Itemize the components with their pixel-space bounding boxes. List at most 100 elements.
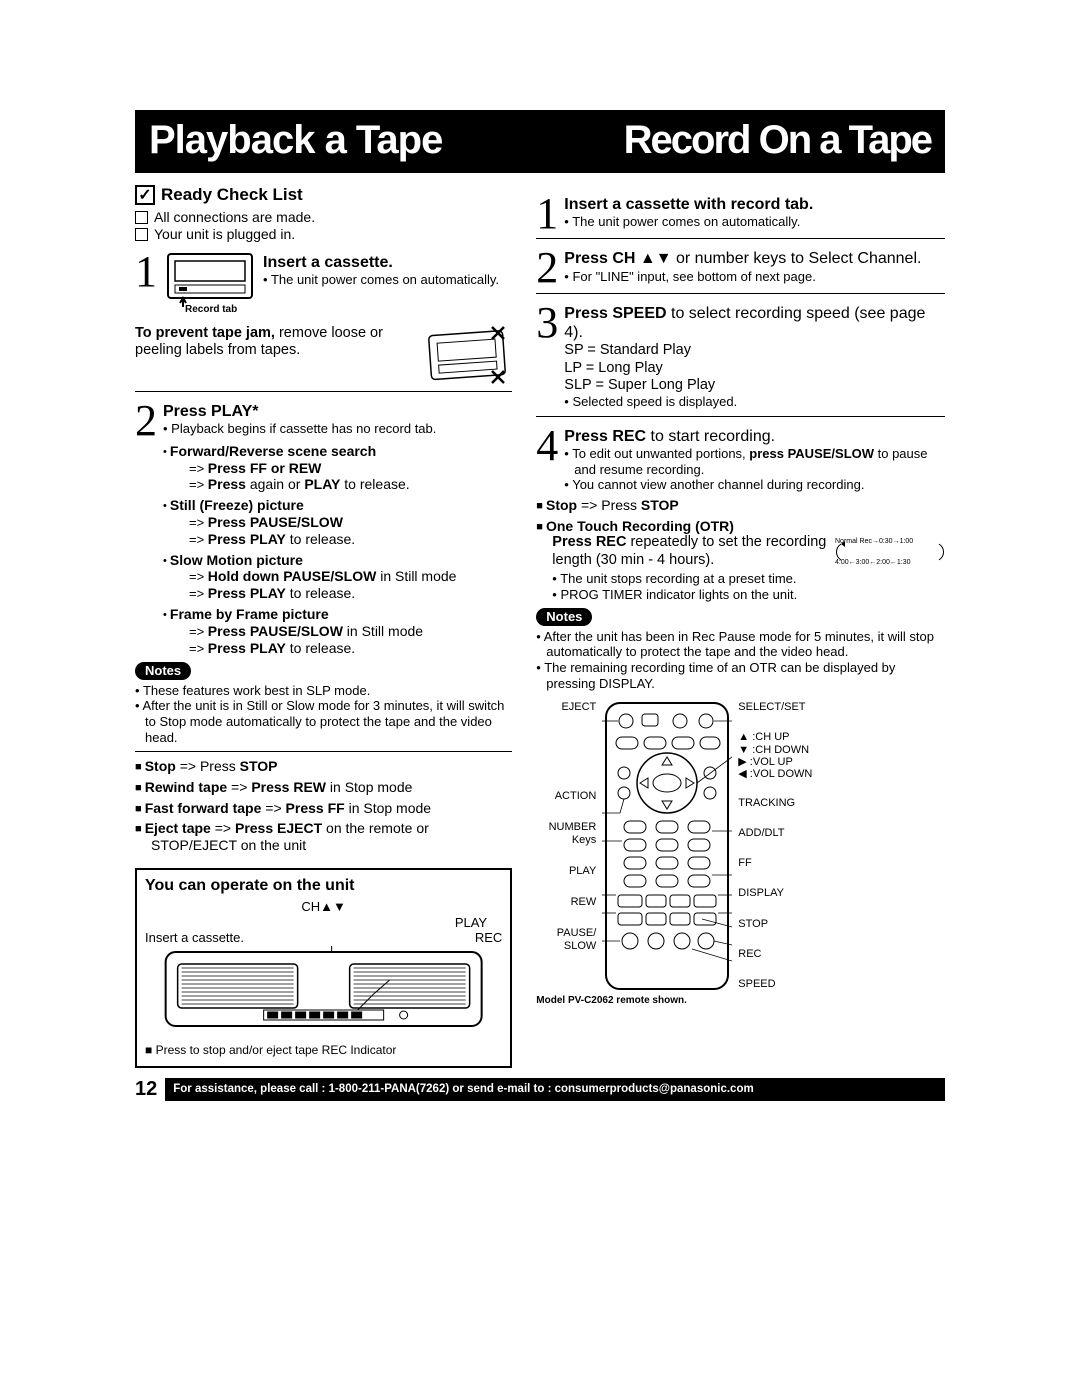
otr-heading: One Touch Recording (OTR): [536, 518, 945, 535]
right-step-4: 4 Press REC to start recording. To edit …: [536, 427, 945, 493]
note-item: The remaining recording time of an OTR c…: [536, 660, 945, 691]
control-item: Fast forward tape => Press FF in Stop mo…: [135, 800, 512, 817]
otr-cycle-icon: Normal Rec→0:30→1:00 4:00←3:00←2:00←1:30: [835, 534, 945, 568]
stop-otr-list: Stop => Press STOP One Touch Recording (…: [536, 497, 945, 535]
cassette-x-icon: [426, 325, 512, 385]
page-number: 12: [135, 1078, 157, 1101]
feature-item: Slow Motion picture Hold down PAUSE/SLOW…: [163, 552, 512, 602]
svg-text:4:00←3:00←2:00←1:30: 4:00←3:00←2:00←1:30: [835, 559, 911, 566]
remote-label: PAUSE/ SLOW: [536, 927, 596, 953]
otr-bullet: PROG TIMER indicator lights on the unit.: [552, 587, 945, 603]
control-item: Rewind tape => Press REW in Stop mode: [135, 779, 512, 796]
checkbox-icon: [135, 211, 148, 224]
divider: [536, 293, 945, 294]
right-step-1: 1 Insert a cassette with record tab. The…: [536, 195, 945, 232]
operate-rec: REC: [455, 930, 502, 946]
remote-label: FF: [738, 857, 818, 870]
control-item: Stop => Press STOP: [135, 758, 512, 775]
step-title: Press PLAY*: [163, 402, 512, 421]
remote-label: ACTION: [536, 790, 596, 803]
checklist-text: All connections are made.: [154, 209, 315, 226]
otr-bullet: The unit stops recording at a preset tim…: [552, 571, 945, 587]
feature-item: Frame by Frame picture Press PAUSE/SLOW …: [163, 606, 512, 656]
tape-jam-block: To prevent tape jam, remove loose or pee…: [135, 325, 512, 385]
jam-title: To prevent tape jam,: [135, 325, 275, 341]
title-bar: Playback a Tape Record On a Tape: [135, 110, 945, 173]
step-title: Insert a cassette with record tab.: [564, 195, 945, 214]
remote-label: ▶ :VOL UP: [738, 756, 818, 768]
controls-list: Stop => Press STOP Rewind tape => Press …: [135, 758, 512, 854]
ch-label: CH▲▼: [145, 899, 502, 915]
remote-diagram: EJECT ACTION NUMBER Keys PLAY REW PAUSE/…: [536, 701, 945, 991]
step-number: 4: [536, 427, 558, 493]
note-item: After the unit has been in Rec Pause mod…: [536, 629, 945, 660]
divider: [135, 391, 512, 392]
checklist-text: Your unit is plugged in.: [154, 226, 295, 243]
remote-label: PLAY: [536, 865, 596, 878]
vcr-front-icon: [145, 946, 502, 1036]
checklist-item: Your unit is plugged in.: [135, 226, 512, 243]
notes-pill: Notes: [135, 662, 191, 680]
remote-label: STOP: [738, 918, 818, 931]
left-column: ✓ Ready Check List All connections are m…: [135, 185, 512, 1068]
step-bullet: Playback begins if cassette has no recor…: [163, 421, 512, 437]
step-number: 1: [536, 195, 558, 232]
remote-label: TRACKING: [738, 797, 818, 810]
operate-bottom: ■ Press to stop and/or eject tape REC In…: [145, 1043, 502, 1057]
remote-label: ▼ :CH DOWN: [738, 744, 818, 756]
remote-label: DISPLAY: [738, 887, 818, 900]
step-bullet: The unit power comes on automatically.: [564, 214, 945, 230]
left-step-2: 2 Press PLAY* Playback begins if cassett…: [135, 402, 512, 656]
note-item: These features work best in SLP mode.: [135, 683, 512, 699]
notes-list: These features work best in SLP mode. Af…: [135, 683, 512, 745]
operate-title: You can operate on the unit: [145, 876, 502, 895]
title-right: Record On a Tape: [624, 118, 931, 163]
remote-label: SPEED: [738, 978, 818, 991]
step-bullet: The unit power comes on automatically.: [263, 272, 512, 288]
note-item: After the unit is in Still or Slow mode …: [135, 698, 512, 745]
checklist-item: All connections are made.: [135, 209, 512, 226]
control-item: Eject tape => Press EJECT on the remote …: [135, 820, 512, 854]
divider: [135, 751, 512, 752]
footer-row: 12 For assistance, please call : 1-800-2…: [135, 1078, 945, 1101]
cassette-icon: [167, 253, 253, 311]
manual-page: Playback a Tape Record On a Tape ✓ Ready…: [0, 0, 1080, 1181]
divider: [536, 416, 945, 417]
right-column: 1 Insert a cassette with record tab. The…: [536, 185, 945, 1068]
remote-label: SELECT/SET: [738, 701, 818, 714]
right-step-3: 3 Press SPEED to select recording speed …: [536, 304, 945, 410]
step-bullet: Selected speed is displayed.: [564, 394, 945, 410]
speed-slp: SLP = Super Long Play: [564, 377, 945, 394]
divider: [536, 238, 945, 239]
notes-list: After the unit has been in Rec Pause mod…: [536, 629, 945, 691]
model-note: Model PV-C2062 remote shown.: [536, 995, 945, 1007]
svg-text:Normal Rec→0:30→1:00: Normal Rec→0:30→1:00: [835, 538, 913, 545]
operate-on-unit-box: You can operate on the unit CH▲▼ Insert …: [135, 868, 512, 1068]
remote-icon: [602, 701, 732, 991]
remote-label: ▲ :CH UP: [738, 731, 818, 743]
ready-check-title: Ready Check List: [161, 185, 303, 205]
step-number: 2: [135, 402, 157, 656]
step-number: 1: [135, 253, 157, 290]
checkmark-icon: ✓: [135, 185, 155, 205]
record-tab-label: Record tab: [185, 305, 512, 315]
speed-sp: SP = Standard Play: [564, 342, 945, 359]
remote-label: REW: [536, 896, 596, 909]
checkbox-icon: [135, 228, 148, 241]
notes-pill: Notes: [536, 608, 592, 626]
remote-label: ◀ :VOL DOWN: [738, 768, 818, 780]
remote-label: ADD/DLT: [738, 827, 818, 840]
operate-play: PLAY: [455, 915, 502, 931]
footer-bar: For assistance, please call : 1-800-211-…: [165, 1078, 945, 1101]
step-bullet: For "LINE" input, see bottom of next pag…: [564, 269, 945, 285]
stop-line: Stop => Press STOP: [536, 497, 945, 514]
step-number: 3: [536, 304, 558, 410]
operate-insert: Insert a cassette.: [145, 930, 447, 946]
step-number: 2: [536, 249, 558, 286]
remote-label: NUMBER Keys: [536, 821, 596, 847]
step-bullet: To edit out unwanted portions, press PAU…: [564, 446, 945, 477]
left-step-1: 1 Insert a cassette. The unit power come…: [135, 253, 512, 311]
feature-item: Forward/Reverse scene search Press FF or…: [163, 443, 512, 493]
title-left: Playback a Tape: [149, 118, 442, 163]
ready-check-heading: ✓ Ready Check List: [135, 185, 512, 205]
